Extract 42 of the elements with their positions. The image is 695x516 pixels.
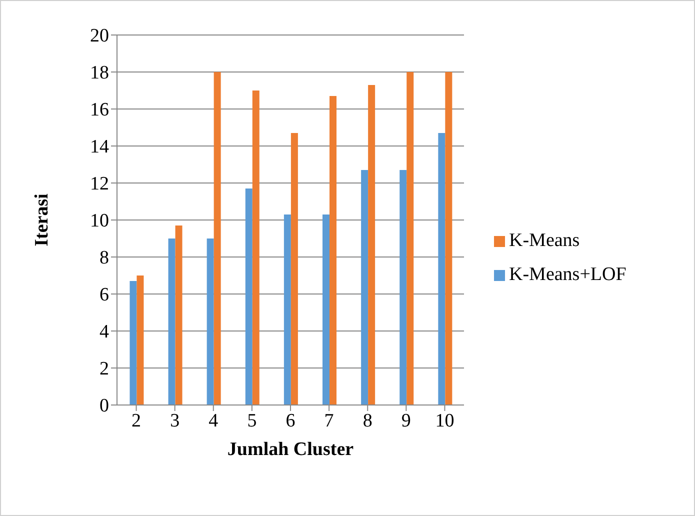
bar [284, 214, 291, 405]
bar [361, 170, 368, 405]
bar [330, 96, 336, 405]
bar [445, 72, 452, 405]
bar [406, 72, 414, 405]
bar [175, 226, 182, 405]
x-tick-label: 7 [324, 410, 334, 432]
bar [252, 90, 260, 405]
y-tick-label: 18 [90, 62, 109, 84]
x-tick-label: 6 [286, 410, 296, 432]
y-tick-label: 16 [90, 100, 109, 121]
y-tick-label: 10 [90, 210, 109, 232]
y-tick-label: 20 [90, 26, 109, 47]
x-tick-label: 3 [170, 410, 180, 432]
y-axis-title: Iterasi [32, 194, 53, 246]
bar [168, 238, 176, 405]
bar [245, 188, 252, 405]
y-tick-label: 14 [90, 136, 110, 158]
x-tick-label: 8 [362, 410, 372, 432]
y-tick-label: 12 [90, 174, 109, 195]
x-tick-label: 4 [208, 410, 219, 432]
bar [322, 214, 330, 405]
y-tick-label: 0 [100, 396, 109, 417]
bar [206, 238, 214, 405]
bar [368, 84, 376, 405]
legend-label: K-Means+LOF [509, 264, 626, 285]
x-tick-label: 2 [132, 410, 142, 432]
y-tick-label: 2 [100, 358, 109, 380]
bar [136, 276, 144, 405]
bar [438, 133, 446, 405]
bar [290, 133, 298, 405]
bar [400, 170, 407, 405]
legend-label: K-Means [509, 230, 580, 251]
bar [130, 281, 137, 405]
y-tick-label: 4 [100, 322, 110, 343]
bar [214, 72, 221, 405]
x-tick-label: 10 [435, 410, 454, 432]
x-axis-title: Jumlah Cluster [227, 439, 354, 460]
y-tick-label: 8 [100, 248, 109, 269]
y-tick-label: 6 [100, 284, 109, 306]
x-tick-label: 5 [247, 410, 257, 432]
x-tick-label: 9 [401, 410, 411, 432]
